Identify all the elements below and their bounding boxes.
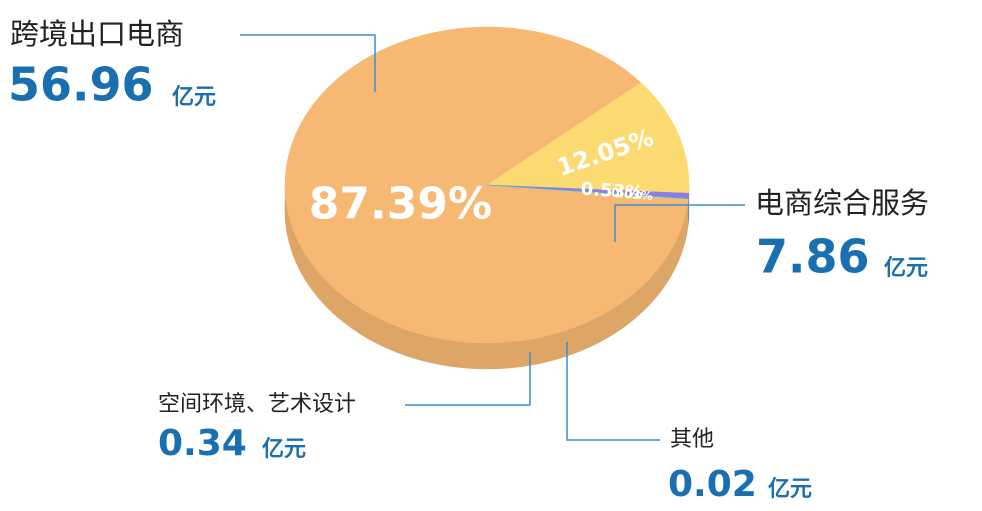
unit-label: 亿元 (262, 437, 306, 462)
amount-label: 0.34 (158, 423, 247, 464)
slice (486, 82, 690, 194)
amount-label: 7.86 (756, 230, 870, 284)
leader-line (614, 204, 745, 242)
category-label: 跨境出口电商 (10, 17, 184, 51)
category-label: 电商综合服务 (755, 186, 929, 220)
slice (486, 184, 689, 200)
amount-label: 0.02 (668, 464, 757, 505)
leader-line (566, 342, 660, 441)
unit-label: 亿元 (172, 85, 216, 110)
leader-line (240, 34, 376, 92)
pie: 87.39%12.05%0.53%0.03% (284, 26, 690, 370)
value-label: 87.39% (309, 179, 492, 230)
category-label: 空间环境、艺术设计 (158, 392, 356, 417)
unit-label: 亿元 (768, 477, 812, 502)
category-label: 其他 (670, 427, 714, 452)
value-label: 0.53% (580, 179, 644, 204)
leader-line (405, 352, 531, 406)
unit-label: 亿元 (884, 256, 928, 281)
amount-label: 56.96 (8, 58, 154, 112)
value-label: 0.03% (611, 186, 654, 204)
